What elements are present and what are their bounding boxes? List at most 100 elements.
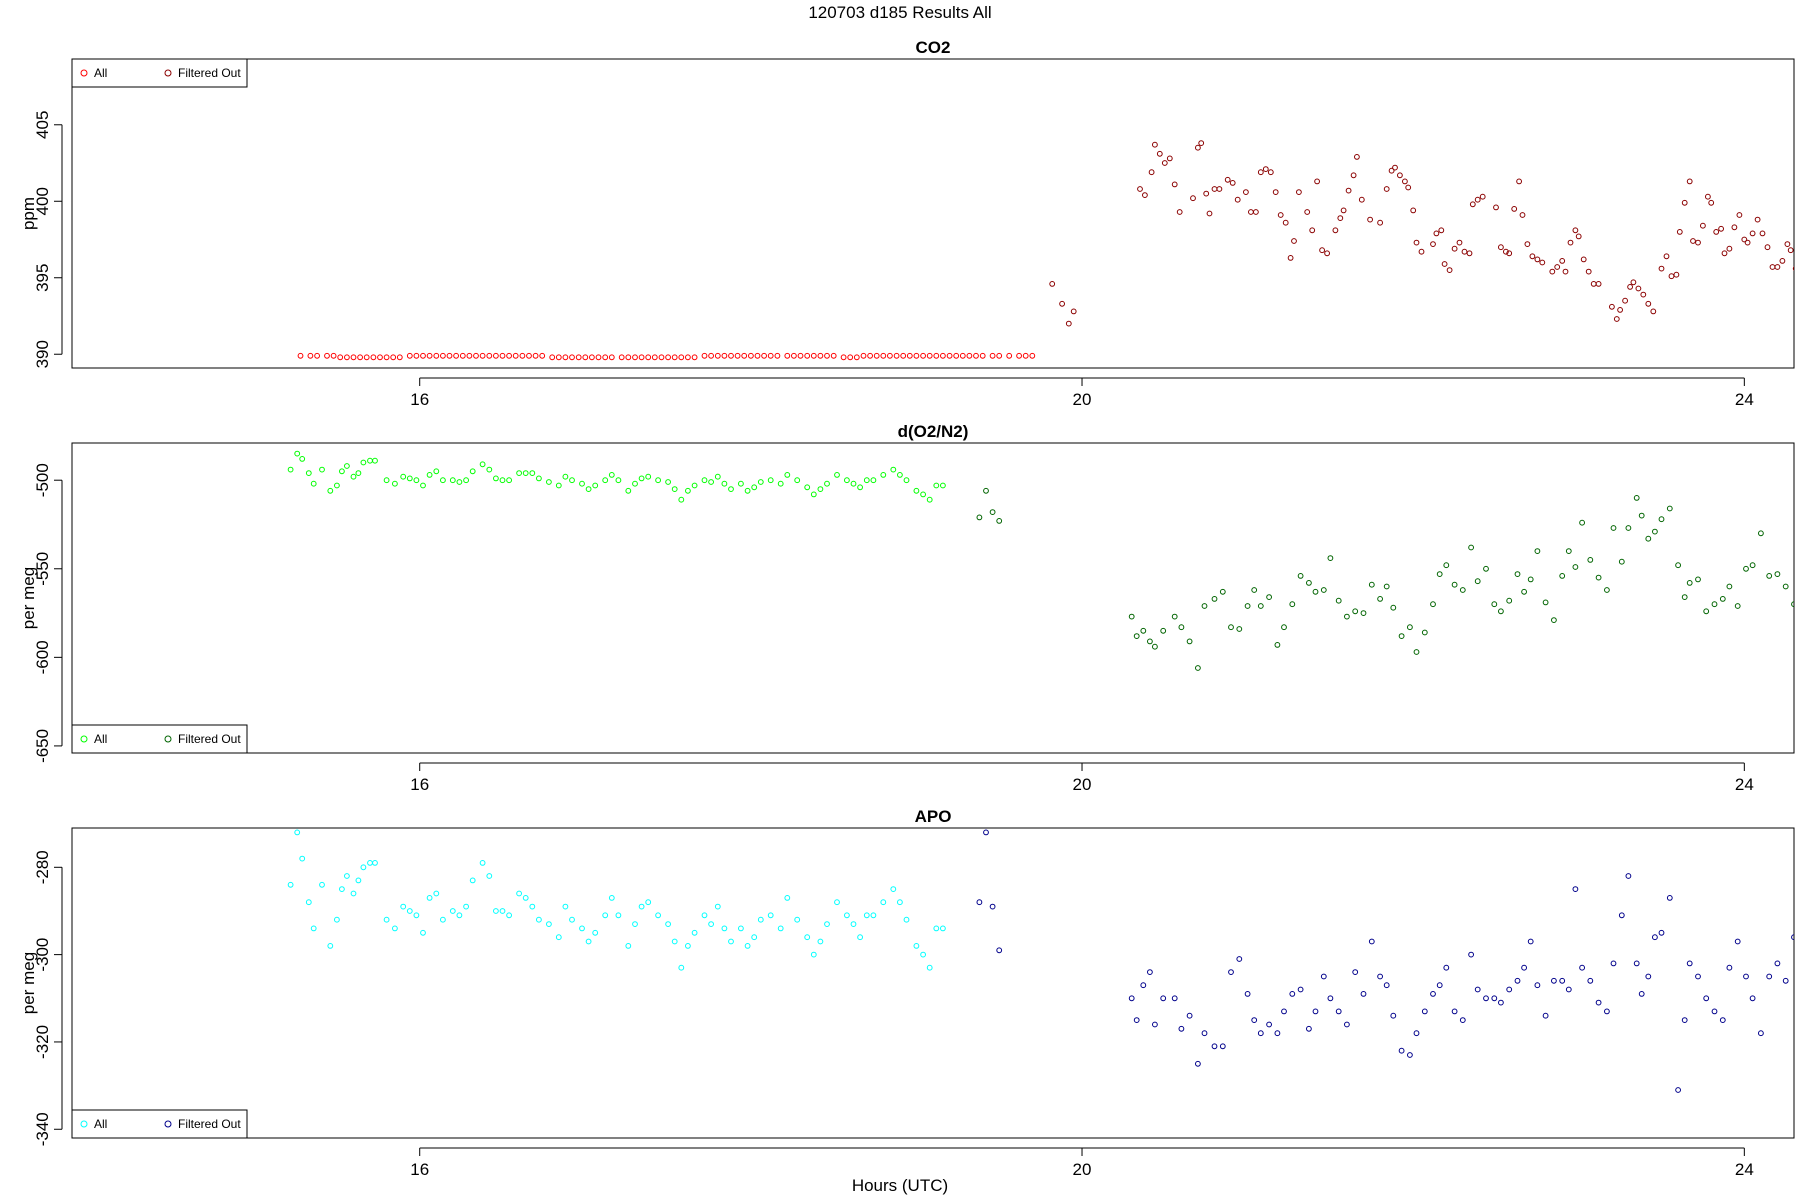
- data-point-filtered-out: [1736, 212, 1743, 218]
- data-point-all: [1022, 352, 1029, 359]
- data-point-all: [625, 943, 632, 949]
- data-point-filtered-out: [976, 514, 983, 521]
- data-point-all: [810, 491, 817, 498]
- data-point-filtered-out: [1749, 995, 1756, 1002]
- data-point-filtered-out: [1759, 230, 1766, 237]
- data-point-all: [426, 895, 433, 901]
- data-point-filtered-out: [1430, 601, 1436, 608]
- data-point-filtered-out: [1267, 169, 1274, 176]
- data-point-filtered-out: [996, 947, 1003, 954]
- data-point-filtered-out: [1257, 1030, 1264, 1037]
- data-point-all: [506, 912, 513, 919]
- data-point-all: [453, 352, 460, 359]
- data-point-all: [324, 352, 330, 359]
- data-point-filtered-out: [1281, 1008, 1287, 1015]
- data-point-filtered-out: [1186, 638, 1193, 645]
- data-point-all: [546, 921, 552, 927]
- data-point-all: [413, 477, 420, 484]
- data-point-all: [440, 352, 446, 359]
- data-point-filtered-out: [1511, 206, 1518, 212]
- data-point-filtered-out: [1506, 597, 1513, 604]
- data-point-all: [920, 352, 926, 359]
- data-point-all: [396, 354, 403, 361]
- data-point-all: [714, 473, 721, 480]
- data-point-all: [671, 938, 678, 945]
- data-point-filtered-out: [1421, 629, 1428, 636]
- data-point-all: [645, 899, 652, 906]
- data-point-all: [334, 916, 340, 923]
- data-point-all: [708, 921, 714, 927]
- data-point-filtered-out: [1327, 995, 1334, 1002]
- data-point-all: [555, 482, 562, 489]
- data-point-all: [751, 484, 758, 491]
- data-point-all: [446, 352, 453, 359]
- data-point-filtered-out: [1711, 1008, 1718, 1015]
- data-point-all: [906, 352, 913, 359]
- data-point-filtered-out: [1559, 573, 1566, 579]
- data-point-filtered-out: [1483, 565, 1489, 572]
- data-point-filtered-out: [1744, 239, 1751, 246]
- y-tick-label: -550: [33, 552, 52, 586]
- data-point-all: [870, 477, 877, 484]
- data-point-filtered-out: [1686, 580, 1693, 586]
- data-point-filtered-out: [1446, 267, 1453, 274]
- data-point-filtered-out: [1345, 187, 1352, 194]
- data-point-filtered-out: [1360, 610, 1367, 616]
- data-point-all: [678, 964, 685, 971]
- data-point-all: [946, 352, 953, 359]
- data-point-all: [473, 352, 479, 359]
- chart-panel-3: APO 16 20 24 -340 -320 -300 -280 per meg All Filte…: [19, 807, 1795, 1179]
- data-point-filtered-out: [1461, 248, 1468, 255]
- data-point-all: [526, 352, 532, 359]
- data-point-filtered-out: [1618, 558, 1625, 565]
- data-point-all: [367, 457, 373, 464]
- data-point-all: [933, 925, 940, 932]
- data-point-all: [350, 473, 357, 480]
- data-point-filtered-out: [1274, 642, 1281, 648]
- legend: All Filtered Out: [71, 58, 248, 88]
- data-point-filtered-out: [1572, 564, 1579, 570]
- data-point-all: [638, 475, 645, 482]
- data-point-all: [463, 477, 470, 484]
- data-point-all: [897, 899, 903, 906]
- data-point-all: [608, 354, 615, 361]
- data-point-filtered-out: [1451, 581, 1458, 588]
- data-point-all: [897, 472, 903, 478]
- data-point-filtered-out: [1140, 627, 1147, 634]
- data-point-filtered-out: [1236, 626, 1243, 632]
- data-point-all: [555, 934, 562, 941]
- data-point-filtered-out: [1147, 638, 1153, 645]
- data-point-all: [456, 912, 463, 919]
- data-point-all: [493, 475, 499, 482]
- data-point-filtered-out: [1731, 224, 1738, 231]
- data-point-filtered-out: [1354, 154, 1360, 160]
- data-point-filtered-out: [1340, 207, 1347, 214]
- data-point-filtered-out: [1320, 587, 1327, 593]
- data-point-filtered-out: [1650, 308, 1657, 315]
- data-point-filtered-out: [1604, 587, 1610, 593]
- data-point-filtered-out: [1344, 1021, 1350, 1028]
- legend: All Filtered Out: [71, 1109, 248, 1139]
- data-point-all: [519, 352, 526, 359]
- data-point-all: [721, 352, 728, 359]
- data-point-all: [512, 352, 519, 359]
- data-point-all: [499, 352, 506, 359]
- data-point-filtered-out: [1524, 241, 1531, 248]
- data-point-filtered-out: [1734, 938, 1741, 945]
- data-point-all: [708, 479, 714, 485]
- data-point-all: [486, 352, 493, 359]
- legend-box: [71, 1109, 248, 1139]
- data-point-filtered-out: [1666, 505, 1673, 512]
- data-point-filtered-out: [1244, 603, 1251, 609]
- data-point-all: [691, 929, 698, 936]
- data-point-filtered-out: [1392, 164, 1398, 171]
- data-point-filtered-out: [1590, 281, 1597, 287]
- data-point-all: [400, 473, 407, 480]
- data-point-all: [777, 925, 784, 932]
- data-point-filtered-out: [1766, 573, 1773, 579]
- data-point-filtered-out: [1498, 244, 1504, 251]
- legend-label: Filtered Out: [178, 1117, 241, 1131]
- data-point-all: [728, 486, 734, 493]
- data-point-filtered-out: [1195, 665, 1201, 671]
- data-point-filtered-out: [976, 899, 983, 906]
